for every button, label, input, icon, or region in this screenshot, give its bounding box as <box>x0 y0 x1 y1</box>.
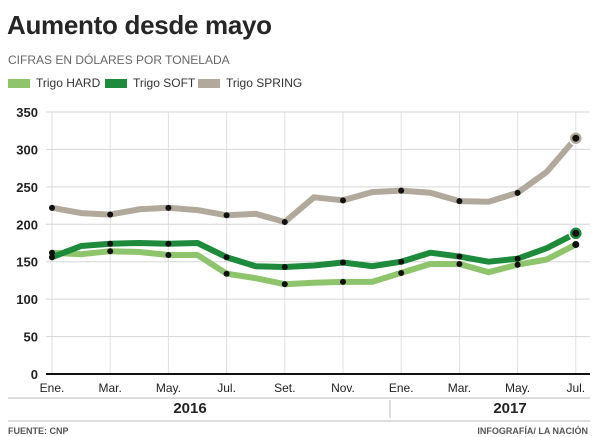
data-point-trigo-spring <box>165 204 172 211</box>
x-tick-label: Jul. <box>566 381 585 395</box>
x-tick-label: Jul. <box>217 381 236 395</box>
data-point-trigo-hard <box>514 261 521 268</box>
y-tick-label: 200 <box>16 217 38 232</box>
series-line-trigo-spring <box>49 135 579 225</box>
legend-label: Trigo HARD <box>36 76 101 90</box>
data-point-trigo-spring <box>398 187 405 194</box>
data-point-trigo-hard <box>281 281 288 288</box>
y-tick-label: 0 <box>31 367 38 382</box>
chart-title: Aumento desde mayo <box>7 10 272 40</box>
data-point-trigo-hard <box>165 251 172 258</box>
legend-item-trigo-hard: Trigo HARD <box>8 76 100 90</box>
x-tick-label: Mar. <box>99 381 122 395</box>
data-point-trigo-spring <box>281 219 288 226</box>
data-point-trigo-soft <box>49 254 55 261</box>
data-point-trigo-spring <box>223 212 230 219</box>
data-point-trigo-hard <box>572 240 580 248</box>
data-point-trigo-hard <box>456 260 463 267</box>
legend-label: Trigo SPRING <box>226 76 303 90</box>
data-point-trigo-soft <box>340 259 346 266</box>
y-tick-label: 250 <box>16 180 38 195</box>
data-point-trigo-hard <box>107 248 114 255</box>
x-tick-label: May. <box>156 381 181 395</box>
legend-item-trigo-spring: Trigo SPRING <box>198 76 302 90</box>
data-point-trigo-soft <box>107 240 114 247</box>
year-label-2017: 2017 <box>493 400 527 417</box>
x-tick-label: Nov. <box>331 381 355 395</box>
legend-swatch-trigo-hard <box>8 78 30 88</box>
footer-source: FUENTE: CNP <box>8 426 69 436</box>
data-point-trigo-hard <box>49 249 55 256</box>
y-tick-label: 150 <box>16 255 38 270</box>
data-point-trigo-spring <box>49 204 55 211</box>
y-tick-label: 100 <box>16 292 38 307</box>
data-point-trigo-soft <box>223 254 230 261</box>
data-point-trigo-spring <box>572 134 580 142</box>
series-line-trigo-hard <box>49 241 579 288</box>
data-point-trigo-spring <box>456 198 463 205</box>
x-tick-label: Mar. <box>448 381 471 395</box>
chart-subtitle: CIFRAS EN DÓLARES POR TONELADA <box>8 53 230 67</box>
x-tick-label: Set. <box>274 381 295 395</box>
year-label-2016: 2016 <box>173 400 207 417</box>
legend-label: Trigo SOFT <box>133 76 196 90</box>
data-point-trigo-spring <box>514 189 521 196</box>
data-point-trigo-hard <box>340 278 346 285</box>
data-point-trigo-hard <box>223 270 230 277</box>
legend-swatch-trigo-soft <box>105 78 127 88</box>
data-point-trigo-spring <box>340 197 346 204</box>
data-point-trigo-soft <box>281 263 288 270</box>
data-point-trigo-soft <box>514 255 521 262</box>
data-point-trigo-soft <box>165 240 172 247</box>
legend-swatch-trigo-spring <box>198 78 220 88</box>
data-point-trigo-soft <box>572 229 580 237</box>
data-point-trigo-soft <box>398 258 405 265</box>
x-tick-label: Ene. <box>389 381 414 395</box>
data-point-trigo-spring <box>107 211 114 218</box>
data-point-trigo-hard <box>398 269 405 276</box>
x-tick-label: Ene. <box>40 381 65 395</box>
footer-credit: INFOGRAFÍA/ LA NACIÓN <box>477 426 588 436</box>
y-tick-label: 350 <box>16 105 38 120</box>
series-line-trigo-soft <box>49 230 579 270</box>
x-tick-label: May. <box>505 381 530 395</box>
data-point-trigo-soft <box>456 253 463 260</box>
y-tick-label: 300 <box>16 142 38 157</box>
legend-item-trigo-soft: Trigo SOFT <box>105 76 195 90</box>
y-tick-label: 50 <box>24 330 38 345</box>
